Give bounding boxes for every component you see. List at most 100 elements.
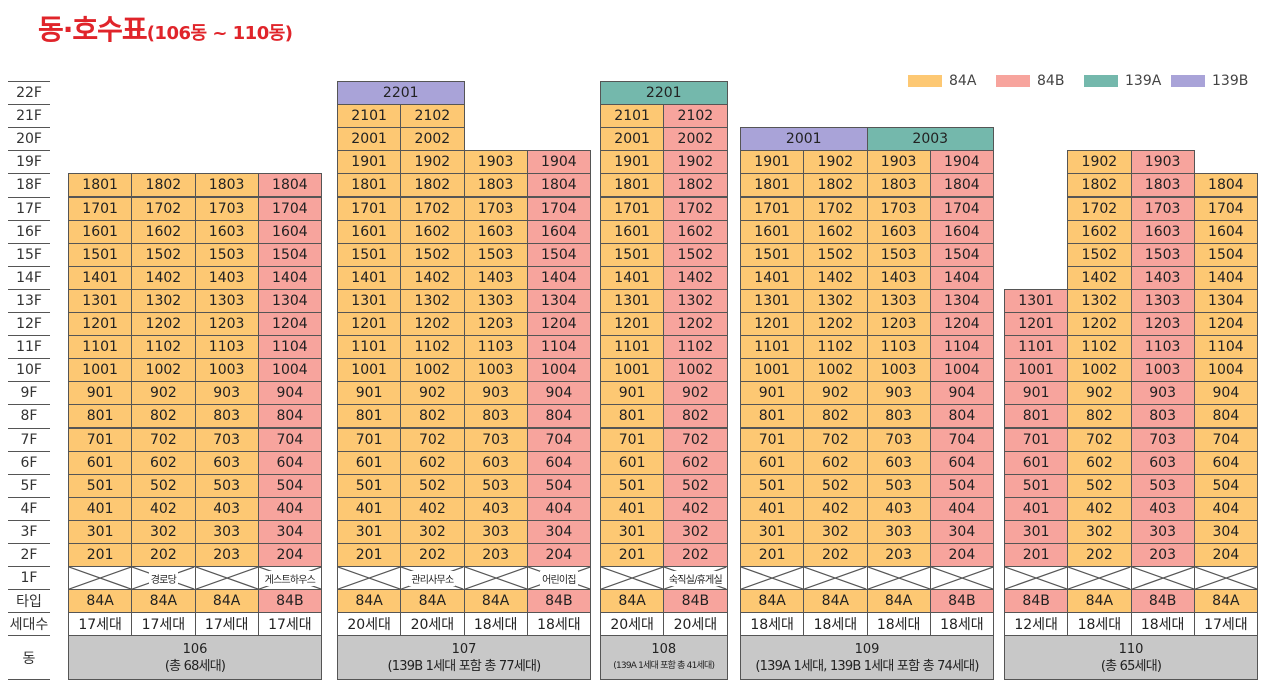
unit-cell: 1704 (257, 196, 322, 221)
unit-cell: 1304 (526, 288, 591, 313)
legend-swatch (996, 75, 1030, 87)
floor-label: 16F (8, 219, 50, 243)
unit-cell: 504 (1193, 473, 1258, 498)
unit-cell: 1204 (257, 312, 322, 337)
unit-cell: 801 (337, 404, 402, 429)
unit-cell: 204 (257, 543, 322, 568)
unit-cell: 1504 (526, 242, 591, 267)
dong-note: (139A 1세대, 139B 1세대 포함 총 74세대) (755, 658, 979, 674)
floor-label: 11F (8, 335, 50, 358)
unit-cell: 501 (600, 473, 665, 498)
unit-cell: 601 (337, 450, 402, 475)
ground-floor-cell: 어린이집 (526, 566, 591, 591)
facility-label: 관리사무소 (409, 570, 456, 586)
unit-cell: 501 (1004, 473, 1069, 498)
floor-label: 6F (8, 450, 50, 474)
unit-cell: 301 (68, 519, 133, 544)
unit-cell: 803 (463, 404, 528, 429)
unit-cell: 1103 (463, 335, 528, 360)
unit-cell: 1401 (600, 265, 665, 290)
ground-floor-cell (600, 566, 665, 591)
ground-floor-cell (1004, 566, 1069, 591)
unit-cell: 301 (740, 519, 805, 544)
unit-cell: 2002 (400, 127, 465, 152)
unit-cell: 1203 (1130, 312, 1195, 337)
unit-cell: 1101 (600, 335, 665, 360)
ground-floor-cell (1067, 566, 1132, 591)
unit-cell: 1501 (68, 242, 133, 267)
unit-cell: 504 (929, 473, 994, 498)
unit-cell: 1003 (866, 358, 931, 383)
floor-label: 9F (8, 381, 50, 404)
unit-cell: 1402 (803, 265, 868, 290)
unit-cell: 403 (463, 496, 528, 521)
unit-cell: 304 (1193, 519, 1258, 544)
floor-label: 13F (8, 288, 50, 312)
unit-cell: 704 (257, 427, 322, 452)
unit-cell: 703 (866, 427, 931, 452)
unit-cell: 2101 (600, 104, 665, 129)
unit-cell: 1104 (526, 335, 591, 360)
unit-cell: 1904 (929, 150, 994, 175)
unit-cell: 1203 (866, 312, 931, 337)
unit-cell: 902 (803, 381, 868, 406)
unit-cell: 1702 (803, 196, 868, 221)
type-cell: 84A (1067, 589, 1132, 614)
unit-cell: 1402 (663, 265, 728, 290)
unit-cell: 601 (740, 450, 805, 475)
unit-cell: 1501 (337, 242, 402, 267)
legend-swatch (1171, 75, 1205, 87)
unit-cell: 703 (1130, 427, 1195, 452)
unit-cell: 1102 (400, 335, 465, 360)
households-cell: 17세대 (1193, 612, 1258, 637)
unit-cell: 703 (463, 427, 528, 452)
unit-cell: 403 (866, 496, 931, 521)
dong-name: 107 (451, 641, 477, 657)
unit-cell: 901 (740, 381, 805, 406)
ground-floor-cell (803, 566, 868, 591)
households-cell: 20세대 (337, 612, 402, 637)
unit-cell: 1401 (337, 265, 402, 290)
type-cell: 84A (337, 589, 402, 614)
unit-cell: 1404 (929, 265, 994, 290)
households-cell: 12세대 (1004, 612, 1069, 637)
unit-cell: 1502 (400, 242, 465, 267)
unit-cell: 804 (1193, 404, 1258, 429)
type-cell: 84A (68, 589, 133, 614)
households-cell: 18세대 (803, 612, 868, 637)
ground-floor-cell (68, 566, 133, 591)
unit-cell: 1202 (663, 312, 728, 337)
unit-cell: 1402 (131, 265, 196, 290)
type-cell: 84B (1004, 589, 1069, 614)
ground-floor-cell: 경로당 (131, 566, 196, 591)
unit-cell: 1603 (463, 219, 528, 244)
unit-cell: 1902 (400, 150, 465, 175)
unit-cell: 704 (526, 427, 591, 452)
type-cell: 84B (526, 589, 591, 614)
unit-cell: 701 (600, 427, 665, 452)
unit-cell: 1102 (663, 335, 728, 360)
unit-cell: 901 (68, 381, 133, 406)
unit-cell: 404 (526, 496, 591, 521)
unit-cell: 1501 (740, 242, 805, 267)
type-cell: 84A (131, 589, 196, 614)
unit-cell: 1502 (131, 242, 196, 267)
unit-cell: 601 (1004, 450, 1069, 475)
unit-cell: 201 (600, 543, 665, 568)
unit-cell: 703 (194, 427, 259, 452)
unit-cell: 1804 (257, 173, 322, 198)
ground-floor-cell (463, 566, 528, 591)
dong-name: 106 (182, 641, 208, 657)
unit-cell: 402 (400, 496, 465, 521)
unit-cell: 601 (68, 450, 133, 475)
unit-cell: 402 (131, 496, 196, 521)
unit-cell: 1303 (1130, 288, 1195, 313)
unit-cell: 1603 (866, 219, 931, 244)
unit-cell: 1001 (740, 358, 805, 383)
floor-label: 7F (8, 427, 50, 451)
unit-cell: 702 (1067, 427, 1132, 452)
dong-block-106: 106 (총 68세대) (68, 635, 322, 680)
unit-cell: 1102 (131, 335, 196, 360)
unit-cell: 702 (663, 427, 728, 452)
unit-cell: 1302 (400, 288, 465, 313)
